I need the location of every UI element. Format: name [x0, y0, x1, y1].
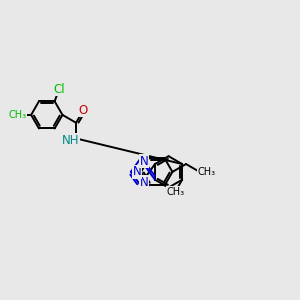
- Text: CH₃: CH₃: [8, 110, 26, 120]
- Text: NH: NH: [62, 134, 80, 147]
- Text: N: N: [133, 165, 141, 178]
- Text: CH₃: CH₃: [166, 187, 184, 197]
- Text: O: O: [79, 104, 88, 117]
- Text: Cl: Cl: [53, 83, 65, 96]
- Text: CH₃: CH₃: [197, 167, 215, 177]
- Text: N: N: [140, 155, 148, 168]
- Text: N: N: [140, 176, 148, 189]
